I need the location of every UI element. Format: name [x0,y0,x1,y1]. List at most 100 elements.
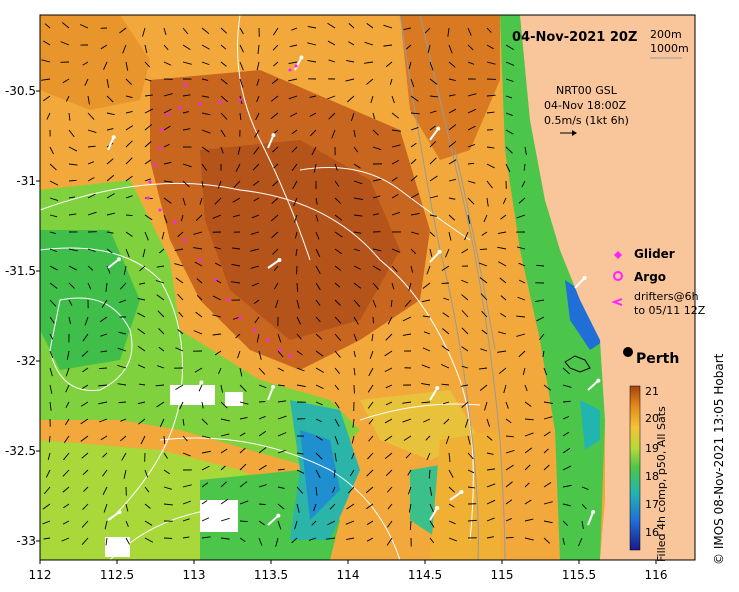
velocity-arrow [385,384,393,389]
drifter-arrow-head [271,133,276,138]
velocity-arrow [516,214,526,219]
velocity-arrow [220,27,228,34]
velocity-arrow [68,265,77,271]
velocity-arrow [137,364,146,369]
velocity-arrow [49,265,58,271]
velocity-arrow [80,435,89,442]
velocity-arrow [100,333,108,337]
velocity-arrow [101,299,108,308]
velocity-arrow [144,141,152,148]
velocity-arrow [232,197,241,203]
velocity-arrow [201,129,211,134]
velocity-arrow [104,520,108,530]
velocity-arrow [220,146,224,154]
velocity-arrow [543,537,551,544]
velocity-arrow [137,401,146,405]
velocity-arrow [258,537,263,546]
velocity-arrow [498,261,507,267]
velocity-arrow [421,299,431,303]
x-tick: 115 [490,568,514,582]
velocity-arrow [239,27,244,35]
velocity-arrow [49,282,58,289]
glider-point [198,102,202,106]
drifter-arrow [429,507,439,521]
velocity-arrow [220,401,228,409]
velocity-arrow [82,333,89,342]
velocity-arrow [273,265,279,272]
velocity-arrow [231,263,241,267]
velocity-arrow [505,95,513,99]
velocity-arrow [481,231,488,236]
velocity-arrow [410,231,419,235]
velocity-arrow [505,61,515,66]
velocity-arrow [391,144,401,148]
velocity-arrow [174,248,184,251]
velocity-arrow [193,231,203,235]
velocity-arrow [367,384,374,393]
velocity-arrow [82,469,89,476]
velocity-arrow [523,163,526,171]
velocity-arrow [505,449,515,454]
glider-point [148,180,152,184]
velocity-arrow [42,40,51,46]
velocity-arrow [505,536,514,539]
velocity-arrow [123,265,127,275]
velocity-arrow [258,384,267,389]
velocity-arrow [201,95,210,98]
velocity-arrow [84,316,89,326]
velocity-arrow [467,452,474,460]
velocity-arrow [334,401,340,409]
velocity-arrow [271,197,279,205]
velocity-arrow [441,345,450,352]
velocity-arrow [407,486,412,495]
velocity-arrow [442,328,450,335]
velocity-arrow [201,465,210,471]
velocity-arrow [120,435,127,442]
velocity-arrow [140,435,146,445]
velocity-arrow [288,95,298,100]
velocity-arrow [295,248,298,256]
velocity-arrow [505,112,513,116]
bathymetry-lines [399,14,506,561]
velocity-arrow [460,384,469,387]
velocity-arrow [270,95,279,102]
velocity-arrow [402,401,412,404]
velocity-arrow [82,384,89,389]
velocity-arrow [98,418,108,423]
velocity-arrow [499,277,507,284]
drifter-arrow-head [459,489,464,494]
velocity-arrow [177,329,184,335]
velocity-arrow [429,95,439,98]
velocity-arrow [257,44,260,54]
drifter-arrow [587,511,595,526]
velocity-arrow [410,126,419,131]
velocity-arrow [232,247,241,250]
velocity-arrow [352,418,355,428]
velocity-arrow [49,384,53,394]
velocity-arrow [443,297,450,301]
velocity-arrow [366,503,374,510]
drifter-arrow-head [117,510,122,515]
velocity-arrow [334,384,340,391]
velocity-arrow [334,333,342,342]
velocity-arrow [66,350,70,360]
velocity-arrow [163,469,170,475]
velocity-arrow [539,333,545,341]
velocity-arrow [159,248,165,254]
velocity-arrow [49,299,57,307]
velocity-arrow [255,112,260,121]
velocity-arrow [87,265,94,271]
velocity-arrow [68,213,77,216]
drifter-arrow [267,259,281,269]
velocity-arrow [201,500,208,505]
velocity-arrow [346,503,355,510]
velocity-arrow [429,248,433,257]
velocity-arrow [182,518,190,522]
velocity-arrow [372,316,375,324]
velocity-arrow [486,61,496,65]
velocity-arrow [384,350,393,357]
glider-point [173,220,177,224]
velocity-arrow [498,367,507,375]
velocity-arrow [497,231,507,235]
velocity-arrow [562,520,569,526]
